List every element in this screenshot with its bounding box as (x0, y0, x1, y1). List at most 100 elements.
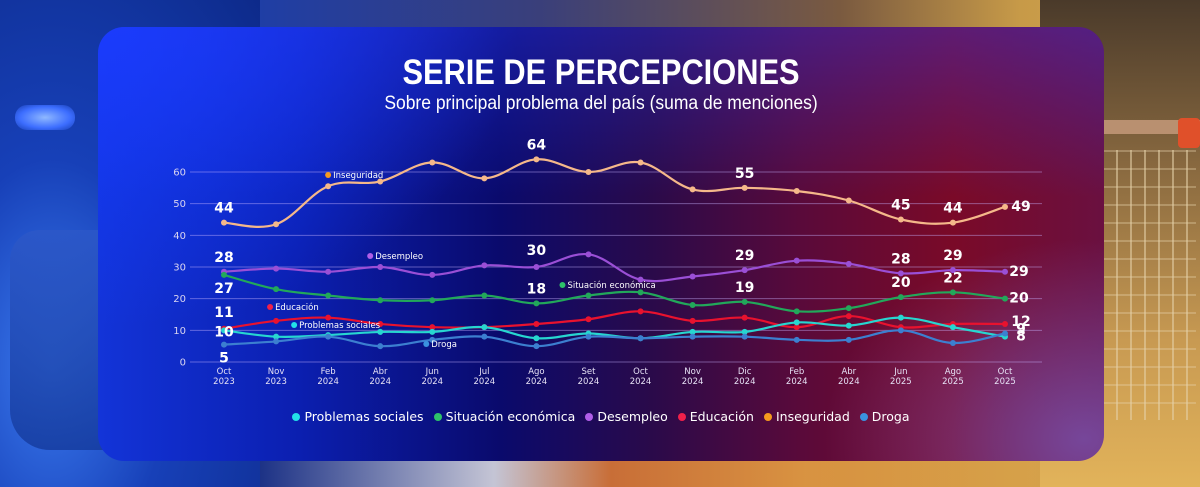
data-point-desempleo (377, 264, 384, 270)
x-tick-label-year: 2024 (526, 377, 548, 387)
data-point-situacion-economica (533, 300, 540, 307)
chart-card: SERIE DE PERCEPCIONES Sobre principal pr… (98, 27, 1104, 461)
y-tick-label: 30 (173, 263, 186, 274)
data-point-desempleo (845, 260, 852, 267)
x-tick-label-month: Jun (893, 367, 907, 377)
inline-label-dot-desempleo (367, 253, 374, 259)
data-point-educacion (1002, 321, 1008, 327)
x-tick-label-month: Oct (217, 367, 232, 377)
y-tick-label: 0 (180, 358, 186, 369)
data-point-inseguridad (741, 184, 748, 191)
data-point-problemas-sociales (221, 327, 227, 334)
data-label-educacion: 11 (214, 305, 233, 321)
data-label-situacion-economica: 20 (1009, 291, 1029, 307)
data-point-situacion-economica (949, 289, 956, 296)
data-point-problemas-sociales (897, 314, 904, 321)
legend-item: Situación económica (433, 409, 575, 424)
inline-label-dot-droga (423, 341, 430, 347)
legend-item: Educación (677, 409, 754, 424)
data-point-inseguridad (1002, 203, 1008, 210)
x-tick-label-year: 2025 (994, 377, 1016, 387)
x-tick-label-month: Abr (373, 367, 388, 377)
inline-label-droga: Droga (431, 340, 457, 350)
data-point-desempleo (481, 262, 488, 269)
x-tick-label-year: 2023 (265, 377, 287, 387)
data-label-inseguridad: 45 (891, 198, 910, 214)
x-tick-label-year: 2024 (630, 377, 652, 387)
legend-item: Inseguridad (763, 409, 850, 424)
x-tick-label-month: Feb (321, 367, 336, 377)
data-point-situacion-economica (845, 305, 852, 312)
data-point-problemas-sociales (793, 319, 800, 326)
data-point-droga (1002, 330, 1008, 337)
data-point-inseguridad (377, 178, 384, 185)
data-point-droga (533, 343, 540, 350)
x-tick-label-month: Nov (268, 367, 285, 377)
data-point-inseguridad (689, 186, 696, 193)
data-point-problemas-sociales (949, 324, 956, 331)
data-point-inseguridad (897, 216, 904, 223)
x-tick-label-year: 2024 (474, 377, 496, 387)
inline-label-dot-situacion-economica (559, 282, 566, 288)
data-point-droga (793, 336, 800, 343)
data-point-desempleo (1002, 268, 1008, 275)
x-tick-label-year: 2024 (682, 377, 704, 387)
data-point-situacion-economica (221, 271, 227, 278)
x-tick-label-year: 2025 (890, 377, 912, 387)
data-point-droga (273, 338, 280, 345)
data-point-inseguridad (221, 219, 227, 226)
data-point-desempleo (585, 251, 592, 258)
data-point-desempleo (793, 257, 800, 264)
data-label-problemas-sociales: 8 (1016, 329, 1026, 345)
x-tick-label-year: 2024 (838, 377, 860, 387)
data-label-situacion-economica: 27 (214, 281, 233, 297)
inline-label-situacion-economica: Situación económica (567, 280, 655, 291)
data-label-desempleo: 28 (214, 250, 233, 266)
data-point-problemas-sociales (429, 328, 436, 335)
data-point-problemas-sociales (273, 333, 280, 340)
x-tick-label-year: 2024 (578, 377, 600, 387)
data-point-educacion (325, 314, 332, 321)
data-point-droga (637, 335, 644, 342)
inline-label-educacion: Educación (275, 302, 319, 313)
x-tick-label-month: Jun (425, 367, 439, 377)
data-label-desempleo: 29 (735, 248, 754, 264)
x-tick-label-month: Oct (633, 367, 648, 377)
data-point-inseguridad (845, 197, 852, 204)
data-point-educacion (689, 317, 696, 324)
inline-label-problemas-sociales: Problemas sociales (299, 321, 381, 331)
inline-label-dot-problemas-sociales (291, 322, 298, 328)
data-point-situacion-economica (1002, 295, 1008, 302)
legend-label: Inseguridad (775, 409, 850, 424)
data-point-droga (949, 340, 956, 346)
y-tick-label: 60 (173, 168, 186, 179)
x-tick-label-month: Ago (945, 367, 961, 377)
data-point-problemas-sociales (845, 322, 852, 329)
legend-item: Problemas sociales (292, 409, 424, 424)
data-point-desempleo (325, 268, 332, 275)
x-tick-label-year: 2024 (369, 377, 391, 387)
data-point-desempleo (689, 273, 696, 280)
background-siren-light (15, 105, 75, 130)
data-point-inseguridad (273, 221, 280, 228)
y-tick-label: 20 (173, 294, 186, 305)
data-point-situacion-economica (741, 298, 748, 305)
series-line-desempleo (223, 253, 1006, 283)
chart-legend: Problemas sociales Situación económica Des… (98, 409, 1104, 424)
x-tick-label-year: 2025 (942, 377, 964, 387)
data-label-inseguridad: 55 (735, 166, 754, 182)
data-label-problemas-sociales: 10 (214, 324, 234, 340)
legend-item: Droga (859, 409, 910, 424)
x-tick-label-year: 2024 (421, 377, 443, 387)
x-tick-label-month: Jul (478, 367, 489, 377)
inline-label-dot-educacion (267, 304, 274, 310)
data-point-droga (325, 333, 332, 340)
data-point-educacion (793, 324, 800, 331)
x-tick-label-month: Set (581, 367, 596, 377)
data-point-educacion (429, 324, 436, 331)
chart-subtitle: Sobre principal problema del país (suma … (384, 93, 818, 114)
data-point-droga (429, 336, 436, 343)
data-point-educacion (585, 316, 592, 323)
data-point-situacion-economica (429, 297, 436, 304)
x-tick-label-month: Ago (528, 367, 544, 377)
